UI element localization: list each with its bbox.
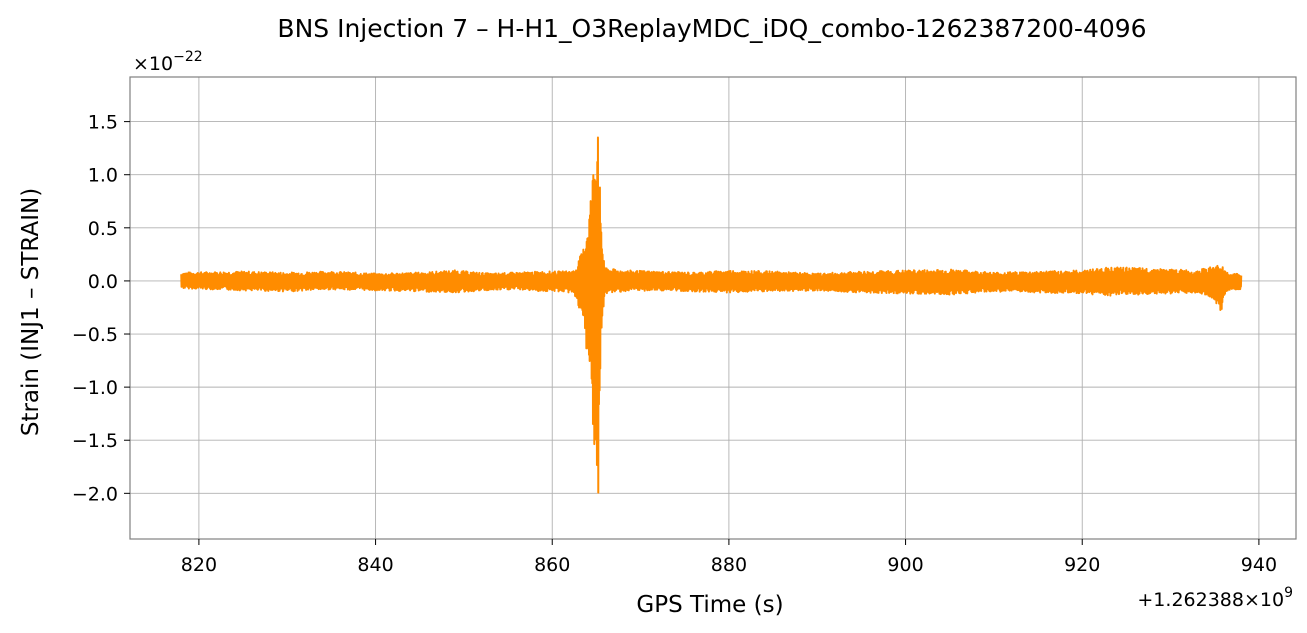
- y-axis-label: Strain (INJ1 – STRAIN): [18, 188, 44, 436]
- x-tick-label: 900: [887, 554, 923, 576]
- chart-title: BNS Injection 7 – H-H1_O3ReplayMDC_iDQ_c…: [277, 14, 1146, 43]
- y-tick-label: −0.5: [72, 324, 118, 346]
- y-tick-label: 0.5: [88, 218, 118, 240]
- x-tick-label: 860: [534, 554, 570, 576]
- x-offset-label: +1.262388×109: [1137, 585, 1293, 611]
- strain-series-line: [180, 136, 1243, 494]
- plot-area: [180, 136, 1243, 494]
- y-tick-label: 0.0: [88, 271, 118, 293]
- x-axis: 820 840 860 880 900 920 940: [181, 539, 1277, 576]
- y-tick-label: 1.0: [88, 165, 118, 187]
- y-tick-label: −2.0: [72, 483, 118, 505]
- x-tick-label: 840: [357, 554, 393, 576]
- x-tick-label: 940: [1241, 554, 1277, 576]
- x-axis-label: GPS Time (s): [636, 592, 783, 618]
- y-scale-label: ×10−22: [133, 49, 203, 75]
- x-tick-label: 880: [711, 554, 747, 576]
- y-tick-label: 1.5: [88, 112, 118, 134]
- y-tick-label: −1.0: [72, 377, 118, 399]
- y-tick-label: −1.5: [72, 430, 118, 452]
- x-tick-label: 920: [1064, 554, 1100, 576]
- grid: [130, 77, 1296, 539]
- y-axis: 1.5 1.0 0.5 0.0 −0.5 −1.0 −1.5 −2.0: [72, 112, 130, 505]
- axes-frame: [129, 76, 1297, 540]
- x-tick-label: 820: [181, 554, 217, 576]
